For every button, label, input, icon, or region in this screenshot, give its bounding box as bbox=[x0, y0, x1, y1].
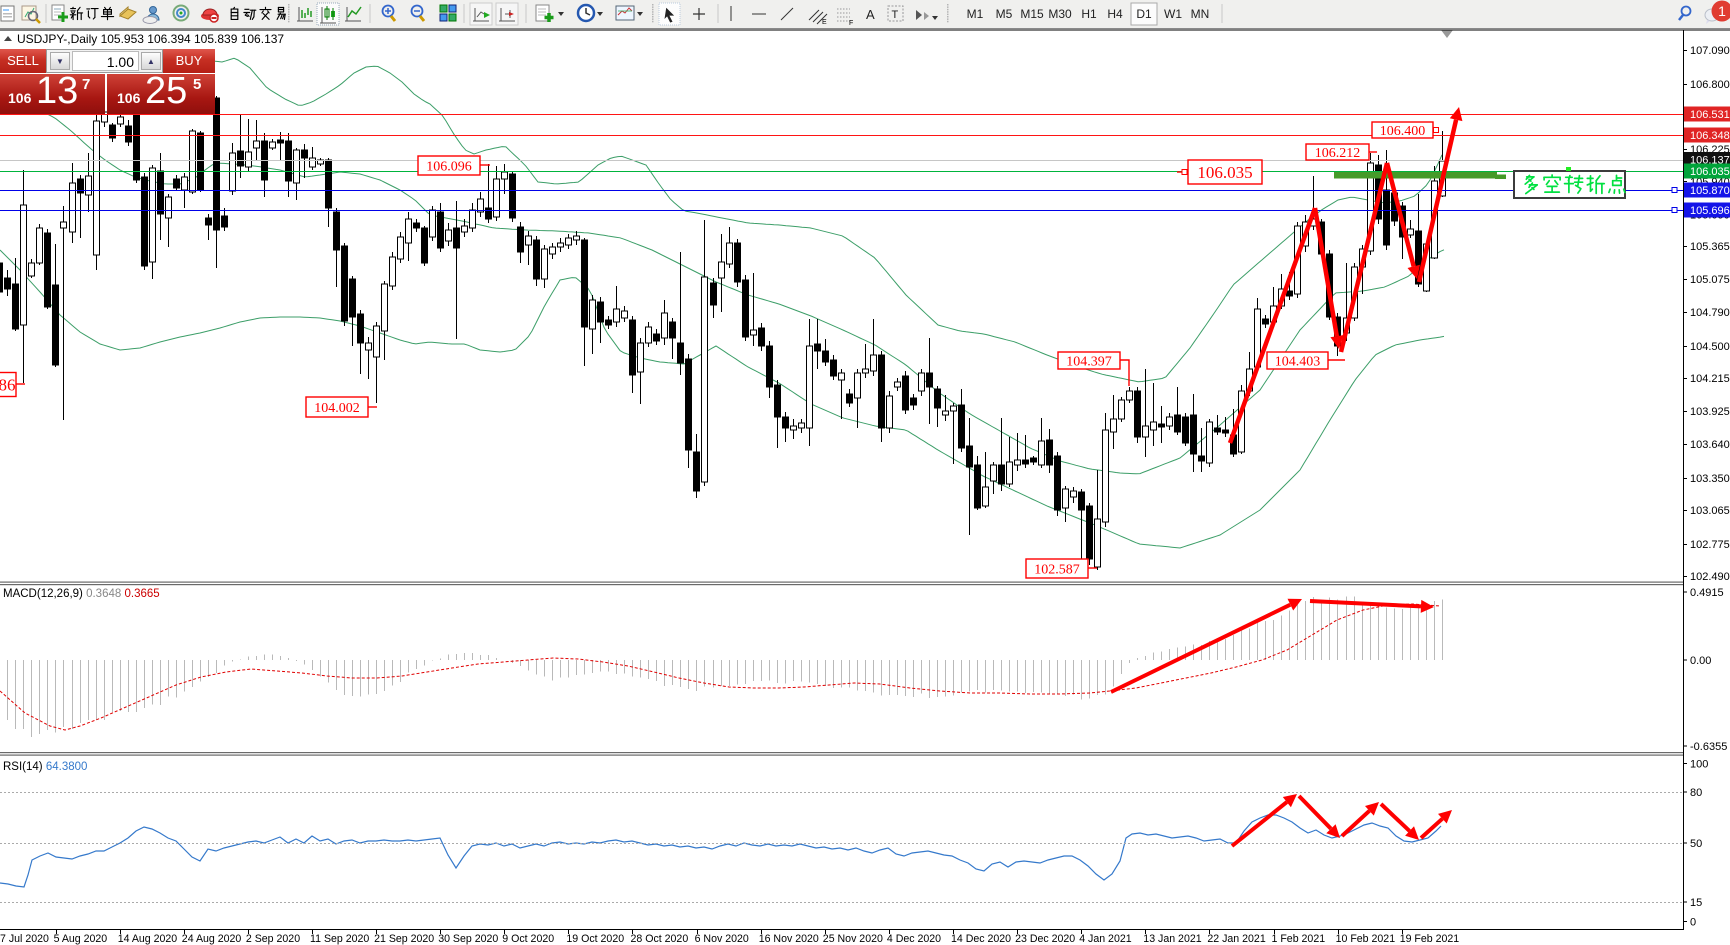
svg-text:USDJPY-,Daily 105.953 106.394: USDJPY-,Daily 105.953 106.394 105.839 10… bbox=[17, 32, 284, 46]
svg-text:105.870: 105.870 bbox=[1690, 185, 1730, 197]
svg-text:A: A bbox=[866, 7, 875, 22]
svg-text:105.696: 105.696 bbox=[1690, 205, 1730, 217]
svg-text:7 Jul 2020: 7 Jul 2020 bbox=[0, 933, 49, 945]
svg-text:0.4915: 0.4915 bbox=[1690, 587, 1724, 599]
svg-text:106.400: 106.400 bbox=[1380, 124, 1426, 139]
svg-text:0.00: 0.00 bbox=[1690, 655, 1711, 667]
svg-text:MACD(12,26,9) 0.3648 0.3665: MACD(12,26,9) 0.3648 0.3665 bbox=[3, 588, 160, 600]
svg-text:M1: M1 bbox=[967, 7, 984, 21]
svg-text:19 Feb 2021: 19 Feb 2021 bbox=[1400, 933, 1460, 945]
svg-text:24 Aug 2020: 24 Aug 2020 bbox=[182, 933, 242, 945]
svg-text:M30: M30 bbox=[1048, 7, 1072, 21]
svg-text:28 Oct 2020: 28 Oct 2020 bbox=[631, 933, 689, 945]
svg-text:103.640: 103.640 bbox=[1690, 439, 1730, 451]
svg-text:14 Dec 2020: 14 Dec 2020 bbox=[951, 933, 1011, 945]
svg-text:16 Nov 2020: 16 Nov 2020 bbox=[759, 933, 819, 945]
svg-text:104.403: 104.403 bbox=[1275, 355, 1321, 370]
svg-text:106.096: 106.096 bbox=[426, 160, 472, 175]
svg-text:0: 0 bbox=[1690, 917, 1696, 929]
svg-text:H1: H1 bbox=[1081, 7, 1097, 21]
svg-text:M5: M5 bbox=[996, 7, 1013, 21]
svg-text:106.212: 106.212 bbox=[1315, 146, 1361, 161]
svg-text:9 Oct 2020: 9 Oct 2020 bbox=[502, 933, 554, 945]
svg-text:15: 15 bbox=[1690, 897, 1702, 909]
svg-text:13 Jan 2021: 13 Jan 2021 bbox=[1143, 933, 1201, 945]
svg-text:104.500: 104.500 bbox=[1690, 341, 1730, 353]
svg-text:2 Sep 2020: 2 Sep 2020 bbox=[246, 933, 300, 945]
svg-text:103.065: 103.065 bbox=[1690, 505, 1730, 517]
svg-text:E: E bbox=[822, 19, 827, 26]
svg-text:100: 100 bbox=[1690, 759, 1708, 771]
svg-text:103.925: 103.925 bbox=[1690, 406, 1730, 418]
svg-text:MN: MN bbox=[1191, 7, 1210, 21]
svg-text:102.775: 102.775 bbox=[1690, 539, 1730, 551]
svg-text:4 Dec 2020: 4 Dec 2020 bbox=[887, 933, 941, 945]
svg-text:25 Nov 2020: 25 Nov 2020 bbox=[823, 933, 883, 945]
svg-text:6 Nov 2020: 6 Nov 2020 bbox=[695, 933, 749, 945]
svg-text:104.002: 104.002 bbox=[314, 401, 360, 416]
svg-text:106.348: 106.348 bbox=[1690, 130, 1730, 142]
svg-text:104.790: 104.790 bbox=[1690, 307, 1730, 319]
svg-text:104.397: 104.397 bbox=[1066, 355, 1112, 370]
svg-text:H4: H4 bbox=[1107, 7, 1123, 21]
svg-text:21 Sep 2020: 21 Sep 2020 bbox=[374, 933, 434, 945]
svg-text:104.215: 104.215 bbox=[1690, 373, 1730, 385]
svg-text:10 Feb 2021: 10 Feb 2021 bbox=[1336, 933, 1396, 945]
svg-text:T: T bbox=[892, 9, 899, 21]
svg-text:D1: D1 bbox=[1136, 7, 1152, 21]
svg-text:102.587: 102.587 bbox=[1034, 563, 1080, 578]
svg-text:105.365: 105.365 bbox=[1690, 241, 1730, 253]
svg-text:RSI(14) 64.3800: RSI(14) 64.3800 bbox=[3, 761, 87, 773]
svg-text:F: F bbox=[849, 20, 853, 27]
svg-text:23 Dec 2020: 23 Dec 2020 bbox=[1015, 933, 1075, 945]
svg-text:-0.6355: -0.6355 bbox=[1690, 741, 1727, 753]
svg-text:105.075: 105.075 bbox=[1690, 274, 1730, 286]
svg-text:102.490: 102.490 bbox=[1690, 571, 1730, 583]
svg-text:5 Aug 2020: 5 Aug 2020 bbox=[54, 933, 108, 945]
svg-text:1 Feb 2021: 1 Feb 2021 bbox=[1272, 933, 1326, 945]
svg-text:107.090: 107.090 bbox=[1690, 45, 1730, 57]
svg-text:30 Sep 2020: 30 Sep 2020 bbox=[438, 933, 498, 945]
svg-text:19 Oct 2020: 19 Oct 2020 bbox=[566, 933, 624, 945]
svg-text:M15: M15 bbox=[1020, 7, 1044, 21]
svg-text:86: 86 bbox=[0, 376, 16, 395]
svg-text:14 Aug 2020: 14 Aug 2020 bbox=[118, 933, 178, 945]
svg-text:106.800: 106.800 bbox=[1690, 79, 1730, 91]
svg-text:50: 50 bbox=[1690, 838, 1702, 850]
svg-text:80: 80 bbox=[1690, 787, 1702, 799]
svg-text:106.531: 106.531 bbox=[1690, 109, 1730, 121]
svg-text:W1: W1 bbox=[1164, 7, 1182, 21]
svg-text:22 Jan 2021: 22 Jan 2021 bbox=[1207, 933, 1265, 945]
svg-text:4 Jan 2021: 4 Jan 2021 bbox=[1079, 933, 1132, 945]
svg-text:1: 1 bbox=[1718, 3, 1726, 19]
svg-text:106.035: 106.035 bbox=[1197, 163, 1252, 182]
svg-text:106.035: 106.035 bbox=[1690, 166, 1730, 178]
svg-text:11 Sep 2020: 11 Sep 2020 bbox=[310, 933, 369, 945]
svg-text:103.350: 103.350 bbox=[1690, 473, 1730, 485]
